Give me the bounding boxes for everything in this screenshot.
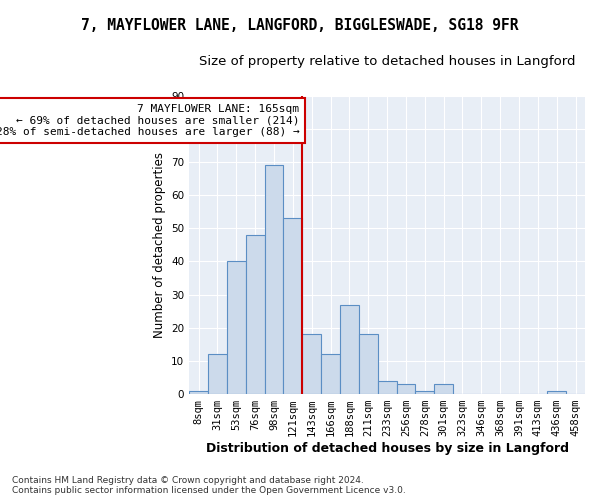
Text: 7 MAYFLOWER LANE: 165sqm
← 69% of detached houses are smaller (214)
28% of semi-: 7 MAYFLOWER LANE: 165sqm ← 69% of detach…	[0, 104, 299, 137]
Bar	[227, 262, 246, 394]
Text: Contains HM Land Registry data © Crown copyright and database right 2024.
Contai: Contains HM Land Registry data © Crown c…	[12, 476, 406, 495]
Bar	[265, 165, 283, 394]
Bar	[246, 235, 265, 394]
Bar	[415, 391, 434, 394]
Bar	[359, 334, 377, 394]
Bar	[397, 384, 415, 394]
Bar	[283, 218, 302, 394]
Bar	[547, 391, 566, 394]
Bar	[321, 354, 340, 394]
Title: Size of property relative to detached houses in Langford: Size of property relative to detached ho…	[199, 55, 575, 68]
Bar	[208, 354, 227, 394]
Bar	[340, 304, 359, 394]
Text: 7, MAYFLOWER LANE, LANGFORD, BIGGLESWADE, SG18 9FR: 7, MAYFLOWER LANE, LANGFORD, BIGGLESWADE…	[81, 18, 519, 32]
Bar	[434, 384, 453, 394]
Bar	[189, 391, 208, 394]
Bar	[302, 334, 321, 394]
Bar	[377, 381, 397, 394]
Y-axis label: Number of detached properties: Number of detached properties	[152, 152, 166, 338]
X-axis label: Distribution of detached houses by size in Langford: Distribution of detached houses by size …	[206, 442, 569, 455]
